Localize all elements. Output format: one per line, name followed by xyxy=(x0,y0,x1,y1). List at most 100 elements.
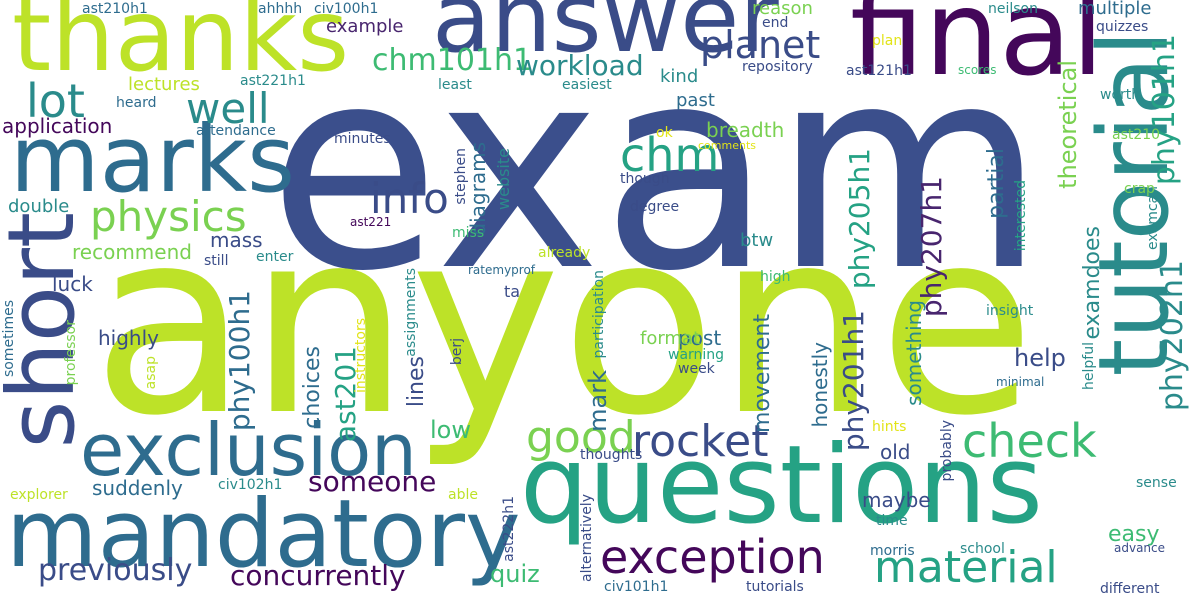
word-ast210h1: ast210h1 xyxy=(82,1,148,17)
word-final: final xyxy=(850,0,1105,102)
word-quizzes: quizzes xyxy=(1096,19,1149,35)
word-reason: reason xyxy=(752,0,813,19)
word-marks: marks xyxy=(10,106,296,213)
word-ast210: ast210 xyxy=(1112,127,1161,143)
word-mark: mark xyxy=(584,370,612,432)
word-choices: choices xyxy=(300,346,325,429)
word-plan: plan xyxy=(872,33,903,49)
word-enter: enter xyxy=(256,249,294,265)
word-mandatory: mandatory xyxy=(6,480,521,589)
word-advance: advance xyxy=(1114,541,1166,555)
word-phy100h1: phy100h1 xyxy=(223,290,256,432)
word-movement: movement xyxy=(750,314,775,433)
word-multiple: multiple xyxy=(1078,0,1152,19)
word-old: old xyxy=(880,440,911,464)
word-anyone: anyone xyxy=(92,175,1036,472)
word-repository: repository xyxy=(742,59,813,75)
word-concurrently: concurrently xyxy=(230,559,406,592)
word-ast221: ast221 xyxy=(350,215,392,229)
word-alternatively: alternatively xyxy=(579,494,595,582)
word-comments: comments xyxy=(698,139,756,152)
word-theoretical: theoretical xyxy=(1054,60,1082,189)
word-scores: scores xyxy=(958,63,997,77)
word-civ100h1: civ100h1 xyxy=(314,1,379,17)
word-assignments: assignments xyxy=(403,268,419,357)
word-crap: crap xyxy=(1124,181,1155,197)
word-website: website xyxy=(494,148,513,210)
word-thanks: thanks xyxy=(12,0,350,94)
word-professor: professor xyxy=(63,320,79,386)
word-miss: miss xyxy=(452,225,485,241)
word-participation: participation xyxy=(591,270,607,359)
word-heard: heard xyxy=(116,95,157,111)
word-helpful: helpful xyxy=(1081,342,1097,390)
word-minimal: minimal xyxy=(996,375,1045,389)
word-low: low xyxy=(430,416,471,444)
word-exclusion: exclusion xyxy=(80,408,417,492)
word-help: help xyxy=(1014,344,1066,372)
word-morris: morris xyxy=(870,543,915,559)
word-time: time xyxy=(876,513,908,529)
word-easiest: easiest xyxy=(562,77,612,93)
word-civ102h1: civ102h1 xyxy=(218,477,283,493)
word-sometimes: sometimes xyxy=(1,300,17,378)
word-chm101h1: chm101h1 xyxy=(372,43,533,78)
word-phy101h1: phy101h1 xyxy=(1147,34,1182,186)
word-ahhhh: ahhhh xyxy=(258,1,303,17)
word-questions: questions xyxy=(520,423,1043,548)
word-already: already xyxy=(538,245,591,261)
word-luck: luck xyxy=(52,272,93,296)
word-attendance: attendance xyxy=(196,123,276,139)
word-honestly: honestly xyxy=(808,342,832,428)
word-thoughts: thoughts xyxy=(580,447,643,463)
word-degree: degree xyxy=(630,199,680,215)
word-phy207h1: phy207h1 xyxy=(915,176,948,318)
word-past: past xyxy=(676,90,715,111)
word-kind: kind xyxy=(660,66,699,87)
word-probably: probably xyxy=(939,420,955,482)
word-phy202h1: phy202h1 xyxy=(1155,260,1190,412)
word-ta: ta xyxy=(504,282,521,301)
word-lot: lot xyxy=(26,74,85,128)
word-rocket: rocket xyxy=(632,416,769,467)
word-explorer: explorer xyxy=(10,487,68,503)
word-btw: btw xyxy=(740,230,774,251)
word-ok: ok xyxy=(656,125,673,141)
word-least: least xyxy=(438,77,472,93)
word-check: check xyxy=(962,414,1097,468)
word-partial: partial xyxy=(984,148,1009,219)
word-different: different xyxy=(1100,581,1160,597)
word-info: info xyxy=(370,174,449,223)
word-physics: physics xyxy=(90,192,247,241)
word-previously: previously xyxy=(38,553,193,588)
word-example: example xyxy=(326,16,404,37)
word-chm: chm xyxy=(620,128,720,182)
word-lectures: lectures xyxy=(128,74,200,95)
word-warning: warning xyxy=(668,347,725,363)
word-high: high xyxy=(760,269,791,285)
word-week: week xyxy=(678,361,715,377)
word-planet: planet xyxy=(700,23,821,67)
word-material: material xyxy=(874,542,1058,593)
word-hints: hints xyxy=(872,419,907,435)
word-though: though xyxy=(620,171,670,187)
word-ast222h1: ast222h1 xyxy=(501,496,517,562)
word-insight: insight xyxy=(986,303,1034,319)
word-easy: easy xyxy=(1108,522,1160,547)
word-neilson: neilson xyxy=(988,1,1038,17)
word-diagrams: diagrams xyxy=(466,142,490,236)
word-someone: someone xyxy=(308,465,437,498)
word-exam: exam xyxy=(268,7,1046,333)
word-exception: exception xyxy=(600,530,825,584)
word-asap: asap xyxy=(143,356,159,390)
word-civ101h1: civ101h1 xyxy=(604,579,669,595)
word-examdoes: examdoes xyxy=(1080,226,1105,340)
word-still: still xyxy=(204,253,229,269)
word-double: double xyxy=(8,196,70,217)
word-recommend: recommend xyxy=(72,240,192,264)
word-highly: highly xyxy=(98,326,159,350)
word-breadth: breadth xyxy=(706,118,785,142)
word-able: able xyxy=(448,487,478,503)
word-ratemyprof: ratemyprof xyxy=(468,263,536,277)
word-end: end xyxy=(762,15,789,31)
